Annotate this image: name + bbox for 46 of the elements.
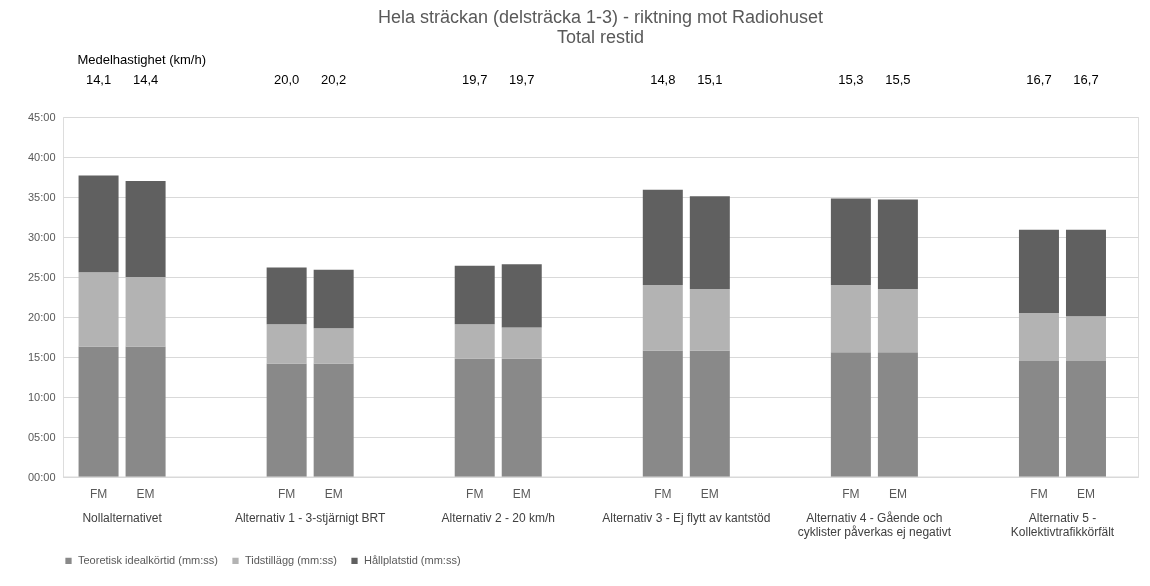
text: 20,0	[273, 72, 300, 87]
x-tick-label: EM	[512, 487, 531, 501]
chart-subtitle: Total restid	[556, 27, 645, 47]
x-tick-label: EM	[324, 487, 343, 501]
y-tick-label: 10:00	[27, 390, 56, 403]
text: Alternativ 5 - Kollektivtrafikkörfält	[1010, 511, 1115, 539]
x-tick-label: FM	[89, 487, 108, 501]
x-tick-label: EM	[888, 487, 907, 501]
text: 14,8	[650, 72, 676, 87]
y-tick-label: 45:00	[27, 110, 56, 123]
legend-label: Tidstillägg (mm:ss)	[245, 553, 337, 566]
y-tick-label: 00:00	[27, 470, 56, 483]
x-tick-label: EM	[136, 487, 155, 501]
y-tick-label: 20:00	[27, 310, 56, 323]
text: Medelhastighet (km/h)	[77, 52, 207, 67]
y-tick-label: 25:00	[27, 270, 56, 283]
y-tick-label: 05:00	[27, 430, 56, 443]
x-tick-label: FM	[654, 487, 672, 501]
text: 15,3	[838, 72, 864, 87]
text: 15,5	[885, 72, 911, 87]
x-tick-label: FM	[1030, 487, 1048, 501]
text: Alternativ 3 - Ej flytt av kantstöd	[602, 511, 771, 525]
text: 16,7	[1073, 72, 1099, 87]
chart-title: Hela sträckan (delsträcka 1-3) - riktning mot Radiohuset	[377, 7, 824, 27]
x-tick-label: EM	[700, 487, 719, 501]
text: Alternativ 2 - 20 km/h	[441, 511, 555, 525]
text: Alternativ 4 - Gående och cyklister påverkas ej negativt	[797, 511, 952, 539]
x-tick-label: FM	[842, 487, 860, 501]
legend-label: Hållplatstid (mm:ss)	[364, 553, 461, 566]
text: 14,1	[85, 72, 112, 87]
y-tick-label: 15:00	[27, 350, 56, 363]
legend-label: Teoretisk idealkörtid (mm:ss)	[78, 553, 218, 566]
text: 14,4	[132, 72, 159, 87]
y-tick-label: 40:00	[27, 150, 56, 163]
text: 20,2	[321, 72, 347, 87]
x-tick-label: FM	[466, 487, 484, 501]
text: Nollalternativet	[82, 511, 163, 525]
x-tick-label: EM	[1076, 487, 1095, 501]
y-tick-label: 30:00	[27, 230, 56, 243]
text: 19,7	[462, 72, 488, 87]
text: 16,7	[1026, 72, 1052, 87]
text: 15,1	[697, 72, 723, 87]
x-tick-label: FM	[277, 487, 296, 501]
y-tick-label: 35:00	[27, 190, 56, 203]
text: 19,7	[509, 72, 535, 87]
text: Alternativ 1 - 3-stjärnigt BRT	[234, 511, 387, 525]
